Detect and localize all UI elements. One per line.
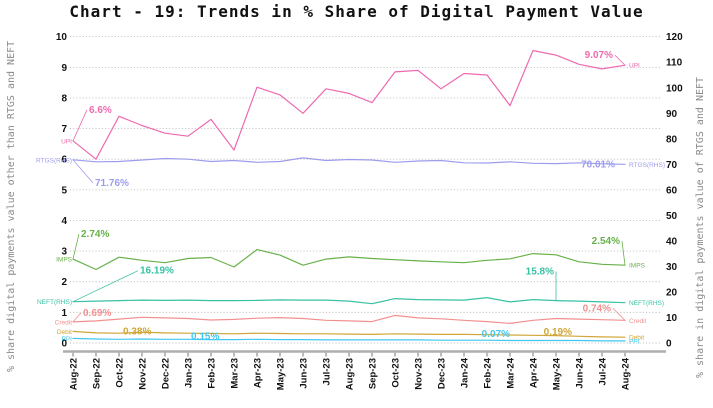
series-start-label-debit: Debit bbox=[57, 329, 72, 336]
left-axis-tick: 7 bbox=[61, 124, 67, 135]
series-line-debit bbox=[72, 330, 626, 338]
x-axis-label: Mar-24 bbox=[506, 357, 517, 388]
x-axis-label: Jun-23 bbox=[299, 358, 310, 389]
series-start-label-imps: IMPS bbox=[56, 257, 73, 264]
annotation-imps-2-74: 2.74% bbox=[81, 229, 109, 240]
annotation-leader bbox=[72, 159, 94, 184]
x-axis-label: Dec-22 bbox=[161, 358, 172, 389]
x-axis-label: Mar-23 bbox=[230, 358, 241, 389]
series-end-label-imps: IMPS bbox=[629, 263, 646, 270]
left-axis-tick: 5 bbox=[61, 185, 67, 196]
left-axis-tick: 8 bbox=[61, 93, 67, 104]
annotation-debit-0-38: 0.38% bbox=[123, 326, 151, 337]
right-axis-tick: 110 bbox=[666, 58, 683, 69]
annotation-neft-rhs-16-19: 16.19% bbox=[140, 266, 174, 277]
series-end-label-rtgs-rhs: RTGS(RHS) bbox=[629, 162, 665, 169]
right-axis-tick: 100 bbox=[666, 83, 683, 94]
left-axis-tick: 1 bbox=[61, 308, 67, 319]
series-start-label-upi: UPI bbox=[61, 138, 72, 145]
series-start-label-ppi: PPI bbox=[62, 336, 73, 343]
right-axis-tick: 80 bbox=[666, 134, 678, 145]
annotation-leader bbox=[72, 312, 82, 323]
left-axis-tick: 9 bbox=[61, 63, 67, 74]
annotation-debit-0-19: 0.19% bbox=[544, 327, 572, 338]
series-line-imps bbox=[72, 249, 626, 271]
annotation-imps-2-54: 2.54% bbox=[592, 236, 620, 247]
x-axis-label: Jul-24 bbox=[598, 357, 609, 385]
left-axis-tick: 2 bbox=[61, 277, 67, 288]
annotation-upi-6-6: 6.6% bbox=[89, 105, 112, 116]
right-axis-tick: 0 bbox=[666, 339, 672, 350]
x-axis-label: Nov-23 bbox=[414, 358, 425, 390]
series-start-label-neft-rhs: NEFT(RHS) bbox=[37, 299, 72, 306]
x-axis-label: Aug-24 bbox=[621, 357, 632, 390]
chart-title: Chart - 19: Trends in % Share of Digital… bbox=[69, 2, 644, 21]
x-axis-label: Apr-24 bbox=[529, 357, 540, 388]
x-axis-label: Apr-23 bbox=[253, 358, 264, 388]
x-axis-label: May-23 bbox=[276, 358, 287, 390]
annotation-leader bbox=[614, 54, 626, 66]
x-axis-label: Nov-22 bbox=[138, 358, 149, 390]
x-axis-label: Jul-23 bbox=[322, 358, 333, 385]
series-line-neft-rhs bbox=[72, 297, 626, 305]
annotation-leader bbox=[72, 109, 88, 142]
annotation-credit-0-69: 0.69% bbox=[83, 308, 111, 319]
x-axis-label: Aug-23 bbox=[345, 358, 356, 390]
right-axis-tick: 60 bbox=[666, 185, 678, 196]
left-axis-tick: 4 bbox=[61, 216, 67, 227]
x-axis-label: May-24 bbox=[552, 357, 563, 390]
right-axis-tick: 20 bbox=[666, 287, 678, 298]
annotation-ppi-0-07: 0.07% bbox=[482, 329, 510, 340]
series-line-credit bbox=[72, 314, 626, 324]
right-axis-tick: 50 bbox=[666, 211, 678, 222]
x-axis-label: Jan-24 bbox=[460, 357, 471, 388]
series-end-label-debit: Debit bbox=[629, 335, 644, 342]
annotation-leader bbox=[612, 308, 626, 321]
x-axis-label: Aug-22 bbox=[69, 358, 80, 390]
annotation-rtgs-rhs-70-01: 70.01% bbox=[581, 159, 615, 170]
annotation-rtgs-rhs-71-76: 71.76% bbox=[95, 178, 129, 189]
right-axis-tick: 90 bbox=[666, 109, 678, 120]
x-axis-label: Jun-24 bbox=[575, 357, 586, 388]
x-axis-label: Feb-23 bbox=[207, 358, 218, 389]
left-axis-tick: 6 bbox=[61, 155, 67, 166]
x-axis-label: Sep-22 bbox=[92, 358, 103, 389]
series-line-ppi bbox=[72, 337, 626, 342]
series-start-label-rtgs-rhs: RTGS(RHS) bbox=[36, 157, 72, 164]
annotation-leader bbox=[621, 241, 626, 266]
series-start-label-credit: Credit bbox=[55, 319, 73, 326]
right-axis-tick: 40 bbox=[666, 236, 678, 247]
right-axis-tick: 70 bbox=[666, 160, 678, 171]
series-end-label-credit: Credit bbox=[629, 318, 647, 325]
annotation-neft-rhs-15-8: 15.8% bbox=[526, 267, 554, 278]
annotation-credit-0-74: 0.74% bbox=[583, 303, 611, 314]
x-axis-label: Oct-22 bbox=[115, 358, 126, 388]
x-axis-label: Oct-23 bbox=[391, 358, 402, 388]
series-line-upi bbox=[72, 49, 626, 160]
right-axis-tick: 120 bbox=[666, 32, 683, 43]
x-axis-label: Jan-23 bbox=[184, 358, 195, 388]
x-axis-label: Sep-23 bbox=[368, 358, 379, 389]
series-end-label-neft-rhs: NEFT(RHS) bbox=[629, 300, 664, 307]
series-line-rtgs-rhs bbox=[72, 157, 626, 165]
series-end-label-upi: UPI bbox=[629, 63, 640, 70]
annotation-ppi-0-15: 0.15% bbox=[191, 331, 219, 342]
right-axis-tick: 30 bbox=[666, 262, 678, 273]
left-axis-tick: 10 bbox=[56, 32, 68, 43]
annotation-upi-9-07: 9.07% bbox=[585, 50, 613, 61]
left-axis-tick: 3 bbox=[61, 247, 67, 258]
right-axis-tick: 10 bbox=[666, 313, 678, 324]
x-axis-label: Feb-24 bbox=[483, 357, 494, 388]
annotation-leader bbox=[72, 270, 139, 303]
annotation-leader bbox=[72, 233, 80, 260]
series-end-label-ppi: PPI bbox=[629, 338, 640, 345]
left-axis-tick: 0 bbox=[61, 339, 67, 350]
x-axis-label: Dec-23 bbox=[437, 358, 448, 389]
